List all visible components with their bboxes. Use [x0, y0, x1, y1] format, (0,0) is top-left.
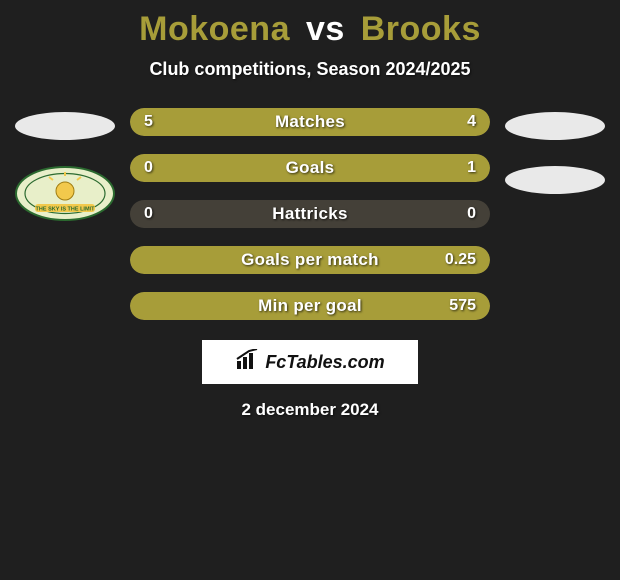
main-row: THE SKY IS THE LIMIT 54Matches 01Goals 00H… [0, 108, 620, 320]
brand-text: FcTables.com [265, 352, 384, 373]
vs-text: vs [306, 10, 345, 48]
left-column: THE SKY IS THE LIMIT [0, 108, 130, 221]
subtitle: Club competitions, Season 2024/2025 [0, 59, 620, 80]
date-line: 2 december 2024 [0, 400, 620, 420]
comparison-infographic: Mokoena vs Brooks Club competitions, Sea… [0, 0, 620, 580]
bar-label: Min per goal [130, 292, 490, 320]
brand-chart-icon [235, 349, 261, 376]
bars-column: 54Matches 01Goals 00Hattricks 0.25Goals per… [130, 108, 490, 320]
right-column [490, 108, 620, 194]
player2-name: Brooks [361, 10, 481, 48]
stat-bar-goals: 01Goals [130, 154, 490, 182]
player1-avatar-placeholder [15, 112, 115, 140]
stat-bar-hattricks: 00Hattricks [130, 200, 490, 228]
bar-label: Hattricks [130, 200, 490, 228]
page-title: Mokoena vs Brooks [0, 0, 620, 49]
stat-bar-matches: 54Matches [130, 108, 490, 136]
bar-label: Goals per match [130, 246, 490, 274]
brand-box: FcTables.com [202, 340, 418, 384]
player1-club-badge: THE SKY IS THE LIMIT [15, 166, 115, 221]
bar-label: Goals [130, 154, 490, 182]
player2-avatar-placeholder [505, 112, 605, 140]
player2-club-placeholder [505, 166, 605, 194]
player1-name: Mokoena [139, 10, 290, 48]
stat-bar-min_per_goal: 575Min per goal [130, 292, 490, 320]
stat-bar-goals_per_match: 0.25Goals per match [130, 246, 490, 274]
svg-text:THE SKY IS THE LIMIT: THE SKY IS THE LIMIT [36, 207, 96, 213]
bar-label: Matches [130, 108, 490, 136]
